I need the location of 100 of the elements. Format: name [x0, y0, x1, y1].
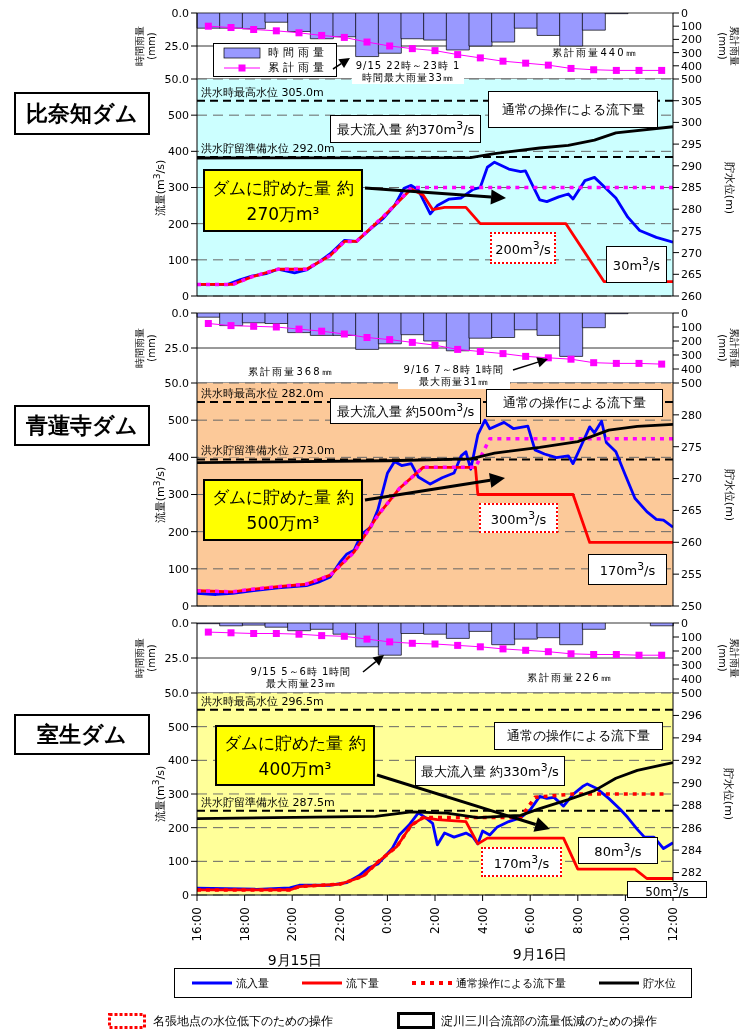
annotation: 通常の操作による流下量: [507, 727, 650, 745]
x-tick-label: 6:00: [523, 907, 538, 934]
point: [408, 639, 416, 647]
text: 名張地点の水位低下のための操作: [153, 1013, 333, 1030]
point: [454, 345, 462, 353]
text: 室生ダム: [14, 714, 150, 755]
point: [522, 59, 530, 67]
y-tick-label: 500: [168, 109, 189, 123]
y-tick-label: 0.0: [171, 6, 189, 20]
y-tick-label: 25.0: [164, 341, 189, 355]
point: [431, 341, 439, 349]
y2-tick-label: 260: [681, 289, 702, 303]
point: [318, 31, 326, 39]
point: [658, 651, 666, 659]
point: [363, 38, 371, 46]
annotation: 累計雨量368㎜: [248, 365, 334, 379]
point: [590, 359, 598, 367]
point: [431, 640, 439, 648]
y2-tick-label: 280: [681, 203, 702, 217]
point: [612, 359, 620, 367]
annotation: 通常の操作による流下量: [503, 394, 646, 412]
y2-tick-label: 275: [681, 440, 702, 454]
y-axis-title: 時間雨量 (mm): [134, 327, 158, 370]
text: 青蓮寺ダム: [14, 405, 150, 446]
y2-tick-label: 292: [681, 754, 702, 768]
point: [612, 66, 620, 74]
y2-tick-label: 200: [681, 334, 702, 348]
point: [204, 22, 212, 30]
y-tick-label: 400: [168, 451, 189, 465]
y-tick-label: 50.0: [164, 376, 189, 390]
point: [454, 51, 462, 59]
point: [454, 641, 462, 649]
ref-line-label: 洪水貯留準備水位 292.0m: [201, 142, 335, 156]
legend-label: 流下量: [346, 975, 380, 991]
point: [567, 650, 575, 658]
y-axis-title: 時間雨量 (mm): [134, 637, 158, 680]
point: [340, 632, 348, 640]
point: [658, 360, 666, 368]
annotation: 9/15 22時～23時 1時間最大雨量33㎜: [355, 59, 461, 84]
x-tick-label: 2:00: [428, 907, 442, 934]
legend-label: 流入量: [236, 975, 270, 991]
y2-tick-label: 0: [681, 616, 688, 630]
legend-label: 通常操作による流下量: [455, 975, 566, 991]
text: 比奈知ダム: [14, 92, 150, 135]
point: [272, 323, 280, 331]
y-tick-label: 0: [182, 599, 189, 613]
y-tick-label: 0.0: [171, 306, 189, 320]
point: [340, 33, 348, 41]
annotation: 最大流入量 約330m$^{3}$/s: [421, 760, 559, 782]
y2-tick-label: 400: [681, 672, 702, 686]
x-tick-label: 22:00: [332, 907, 347, 942]
annotation: 200m$^{3}$/s: [495, 238, 551, 258]
annotation: 170m$^{3}$/s: [599, 560, 656, 579]
y2-tick-label: 265: [681, 504, 702, 518]
y2-axis-title: 累計雨量 (mm): [716, 637, 740, 680]
annotation: 80m$^{3}$/s: [594, 841, 642, 860]
x-tick-label: 12:00: [666, 907, 680, 942]
x-tick-label: 20:00: [285, 907, 300, 942]
point: [476, 348, 484, 355]
y-tick-label: 500: [168, 414, 189, 428]
point: [567, 355, 575, 363]
point: [272, 630, 280, 637]
text: 9月15日: [267, 952, 323, 970]
y2-tick-label: 275: [681, 224, 702, 238]
point: [499, 57, 507, 65]
y2-tick-label: 294: [681, 731, 702, 745]
point: [635, 66, 643, 74]
y2-tick-label: 260: [681, 536, 702, 550]
ref-line-label: 洪水時最高水位 296.5m: [201, 694, 324, 708]
y2-tick-label: 400: [681, 362, 702, 376]
y2-tick-label: 305: [681, 94, 702, 108]
legend-label: 貯水位: [642, 975, 676, 991]
x-tick-label: 4:00: [475, 907, 490, 934]
y2-axis-title: 貯水位(m): [722, 767, 735, 821]
y2-tick-label: 300: [681, 116, 702, 130]
legend-label: 累計雨量: [268, 60, 328, 75]
y-axis-title: 時間雨量 (mm): [134, 25, 158, 68]
x-tick-label: 18:00: [237, 907, 252, 942]
y-tick-label: 200: [168, 525, 189, 539]
y-tick-label: 400: [168, 754, 189, 768]
point: [590, 651, 598, 658]
y2-tick-label: 200: [681, 33, 702, 47]
point: [318, 327, 326, 335]
point: [295, 325, 303, 333]
annotation: 通常の操作による流下量: [501, 100, 645, 119]
note-box: ダムに貯めた量 約400万m³: [215, 725, 375, 786]
text: 淀川三川合流部の流量低減のための操作: [441, 1013, 657, 1030]
y2-tick-label: 300: [681, 46, 702, 60]
point: [635, 651, 643, 659]
point: [544, 61, 552, 69]
y-tick-label: 25.0: [164, 39, 189, 53]
y2-tick-label: 100: [681, 20, 702, 34]
point: [250, 26, 258, 33]
annotation: 最大流入量 約500m$^{3}$/s: [336, 400, 475, 422]
point: [408, 338, 416, 346]
y2-tick-label: 296: [681, 709, 702, 723]
point: [431, 47, 439, 55]
text: 9月16日: [512, 946, 568, 964]
point: [295, 630, 303, 638]
y-tick-label: 100: [168, 253, 189, 267]
